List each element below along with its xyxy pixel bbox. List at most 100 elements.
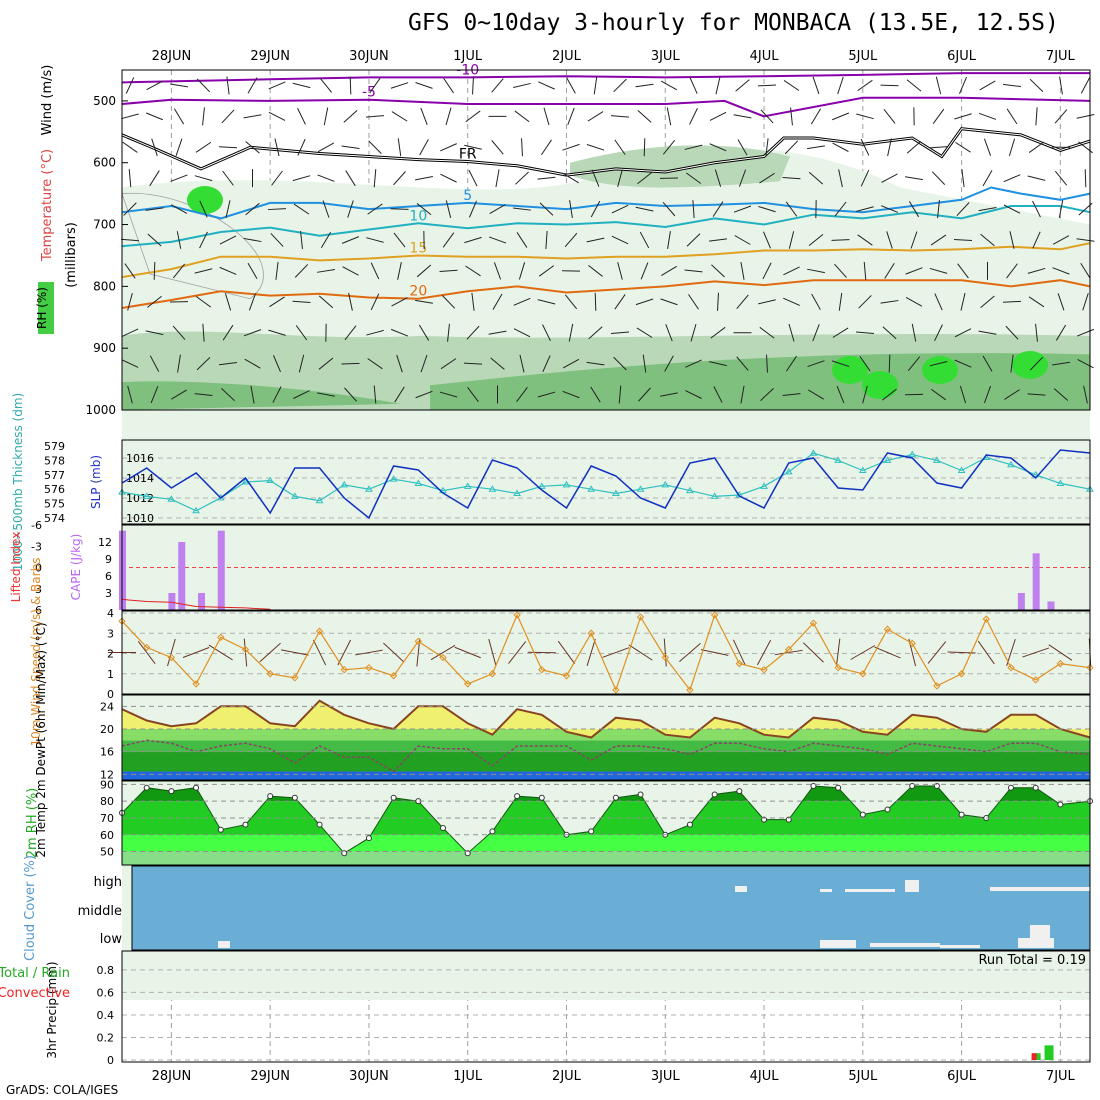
wind-barb <box>430 644 456 661</box>
wind-barb <box>785 201 798 217</box>
wind-barb <box>120 238 140 242</box>
rh-point <box>1032 784 1039 791</box>
wind-barb <box>172 325 186 340</box>
thickness-point <box>784 467 793 475</box>
wind-barb <box>344 325 357 341</box>
wind-barb <box>568 323 574 342</box>
ylabel-cape: CAPE (J/kg) <box>69 534 83 601</box>
thickness-point <box>834 456 843 463</box>
wind-barb <box>145 207 164 211</box>
cape-bar <box>1032 553 1040 610</box>
wind-barb <box>759 326 775 339</box>
wind-barb <box>733 205 752 213</box>
wind-barb <box>1027 267 1046 274</box>
ylabel-thickness: 1000~500mb Thickness (dm) <box>11 393 25 571</box>
wind-barb <box>955 141 971 153</box>
wind-barb <box>170 83 188 88</box>
wind-speed-point <box>389 672 398 680</box>
wind-barb <box>635 298 654 306</box>
wind-barb <box>469 200 477 218</box>
wind-barb <box>440 173 457 183</box>
wind-barb <box>341 145 360 150</box>
wind-barb <box>1054 109 1068 124</box>
wind-barb <box>124 263 136 279</box>
cloud-block <box>218 941 230 948</box>
wind-barb <box>516 232 528 248</box>
wind-barb <box>935 76 942 95</box>
ylabel-millibars: (millibars) <box>64 222 79 288</box>
wind-speed-point <box>908 639 916 648</box>
rh-shade-bright <box>862 371 898 399</box>
wind-barb <box>493 262 502 280</box>
thickness-point <box>167 495 176 502</box>
pressure-tick-label: 800 <box>93 279 116 293</box>
wind-barb <box>373 385 377 404</box>
panel-frame <box>131 865 1091 951</box>
wind-barb <box>662 139 676 155</box>
ylabel-slp: SLP (mb) <box>89 455 103 509</box>
wind-barb <box>953 239 973 241</box>
wind-barb <box>732 639 746 666</box>
wind-barb <box>613 356 627 371</box>
thickness-point <box>1031 470 1040 478</box>
wind-barb <box>345 170 356 187</box>
wind-barb <box>292 300 311 303</box>
wind-barb <box>521 138 523 157</box>
wind-barb <box>784 140 799 155</box>
wind-barb <box>905 297 923 307</box>
wind-barb <box>292 82 311 89</box>
thickness-point <box>537 482 546 489</box>
wind-barb <box>636 327 653 338</box>
wind-barb <box>542 355 551 373</box>
wind-barb <box>1006 108 1018 125</box>
wind-barb <box>322 200 330 218</box>
wind-barb <box>610 331 630 335</box>
thickness-tick-label: 577 <box>44 469 65 482</box>
wind-barb <box>153 261 156 280</box>
wind-barb <box>439 269 458 273</box>
temp-fill <box>122 700 1090 738</box>
wind-barb <box>317 142 335 153</box>
wind-speed-point <box>661 653 669 662</box>
wind-barb <box>1028 296 1045 308</box>
rh-point <box>143 784 150 791</box>
wind-barb <box>415 299 433 304</box>
wind-barb <box>247 77 258 94</box>
wind-barb <box>786 355 797 372</box>
wind-barb <box>121 113 139 120</box>
ylabel-temperature: Temperature (°C) <box>40 149 55 262</box>
wind-barb <box>268 329 286 336</box>
wind-barb <box>445 107 452 126</box>
panel-frame <box>121 69 1091 411</box>
wind-barb <box>590 386 601 403</box>
wind-barb <box>684 269 703 273</box>
wind-barb <box>733 114 752 119</box>
wind-barb <box>812 324 820 342</box>
wind-barb <box>954 359 972 368</box>
wind-barb <box>911 323 917 342</box>
wind-barb <box>982 170 993 187</box>
wind-barb <box>150 386 159 404</box>
surface-wind-barbs <box>108 638 1092 667</box>
wind-barb <box>635 83 654 88</box>
wind-speed-point <box>883 625 892 633</box>
wind-barb <box>690 323 697 342</box>
wind-barb <box>740 385 745 404</box>
panel-frame <box>121 439 1091 525</box>
rh-legend-swatch <box>38 282 54 334</box>
wind-barb <box>688 294 699 310</box>
slp-tick-label: 1010 <box>126 512 154 525</box>
wind-barb <box>880 300 899 304</box>
lifted-index-line <box>121 598 271 610</box>
wind-barb <box>397 138 402 157</box>
rh-shade-dark <box>122 381 400 410</box>
wind-barb <box>443 77 454 94</box>
wind-barb <box>1003 174 1021 183</box>
wind-barb <box>803 642 824 663</box>
wind-barb <box>541 139 552 156</box>
thickness-tick-label: 574 <box>44 512 65 525</box>
wind-barb <box>910 231 918 249</box>
wind-barb <box>312 639 327 666</box>
wind-barb <box>472 76 474 95</box>
rh-point <box>267 793 274 800</box>
